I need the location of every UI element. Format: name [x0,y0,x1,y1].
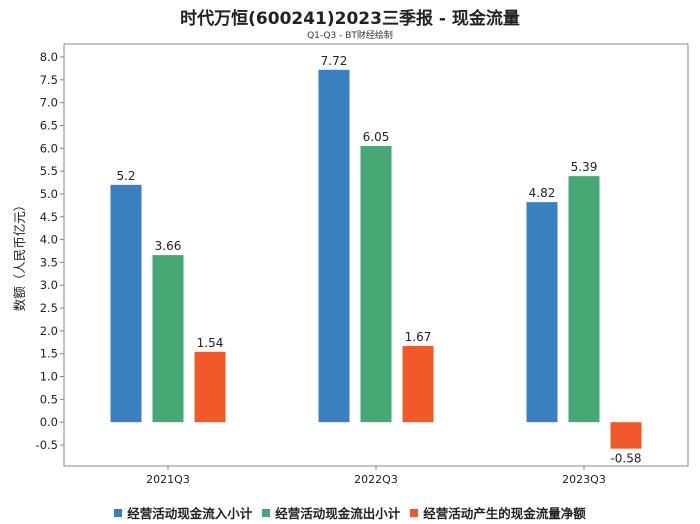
y-tick-label: 7.5 [40,73,58,87]
data-label: 3.66 [155,239,182,253]
y-tick-label: 2.5 [40,301,58,315]
legend-swatch-inflow [114,508,123,517]
y-tick-label: 1.0 [40,370,58,384]
legend-item-net[interactable]: 经营活动产生的现金流量净额 [410,503,586,522]
bar-2-2021Q3 [152,255,184,423]
x-tick-label: 2022Q3 [354,473,398,486]
legend-item-inflow[interactable]: 经营活动现金流入小计 [114,503,252,522]
bar-3-2023Q3 [610,422,642,449]
y-tick-label: 3.0 [40,278,58,292]
legend-label-outflow: 经营活动现金流出小计 [275,506,401,521]
data-label: 5.2 [116,169,135,183]
data-label: 1.54 [197,336,224,350]
bar-1-2021Q3 [110,184,142,423]
bar-1-2023Q3 [526,202,558,423]
data-label: 4.82 [529,186,556,200]
legend-label-net: 经营活动产生的现金流量净额 [423,506,586,521]
y-tick-label: 1.5 [40,347,58,361]
chart-subtitle: Q1-Q3 - BT财经绘制 [307,31,393,41]
y-tick-label: 5.5 [40,164,58,178]
y-tick-label: 3.5 [40,255,58,269]
legend-label-inflow: 经营活动现金流入小计 [127,506,253,521]
y-axis-title: 数额（人民币亿元） [12,199,27,312]
y-tick-label: -0.5 [36,438,58,452]
bar-3-2021Q3 [194,351,226,423]
bar-2-2022Q3 [360,146,392,423]
y-tick-label: 6.0 [40,141,58,155]
y-tick-label: 8.0 [40,50,58,64]
y-tick-label: 4.0 [40,233,58,247]
bar-2-2023Q3 [568,176,600,423]
x-tick-label: 2021Q3 [146,473,190,486]
y-tick-label: 2.0 [40,324,58,338]
data-label: 7.72 [321,54,348,68]
data-label: 6.05 [363,130,390,144]
legend-item-outflow[interactable]: 经营活动现金流出小计 [262,503,400,522]
bar-3-2022Q3 [402,345,434,423]
data-label: -0.58 [610,452,641,466]
x-tick-label: 2023Q3 [562,473,606,486]
legend-swatch-outflow [262,508,271,517]
legend-swatch-net [410,508,419,517]
chart-svg: 8.0 7.5 7.0 6.5 6.0 5.5 5.0 4.5 4.0 3.5 3.0 2.5 2.0 1… [12,43,689,486]
bar-1-2022Q3 [318,69,350,423]
y-tick-label: 7.0 [40,96,58,110]
y-tick-label: 5.0 [40,187,58,201]
chart-title: 时代万恒(600241)2023三季报 - 现金流量 [180,9,520,29]
y-tick-label: 4.5 [40,210,58,224]
y-tick-label: 0.5 [40,392,58,406]
legend: 经营活动现金流入小计 经营活动现金流出小计 经营活动产生的现金流量净额 [0,503,700,522]
data-label: 1.67 [405,330,432,344]
y-tick-label: 0.0 [40,415,58,429]
y-tick-label: 6.5 [40,118,58,132]
data-label: 5.39 [571,160,598,174]
